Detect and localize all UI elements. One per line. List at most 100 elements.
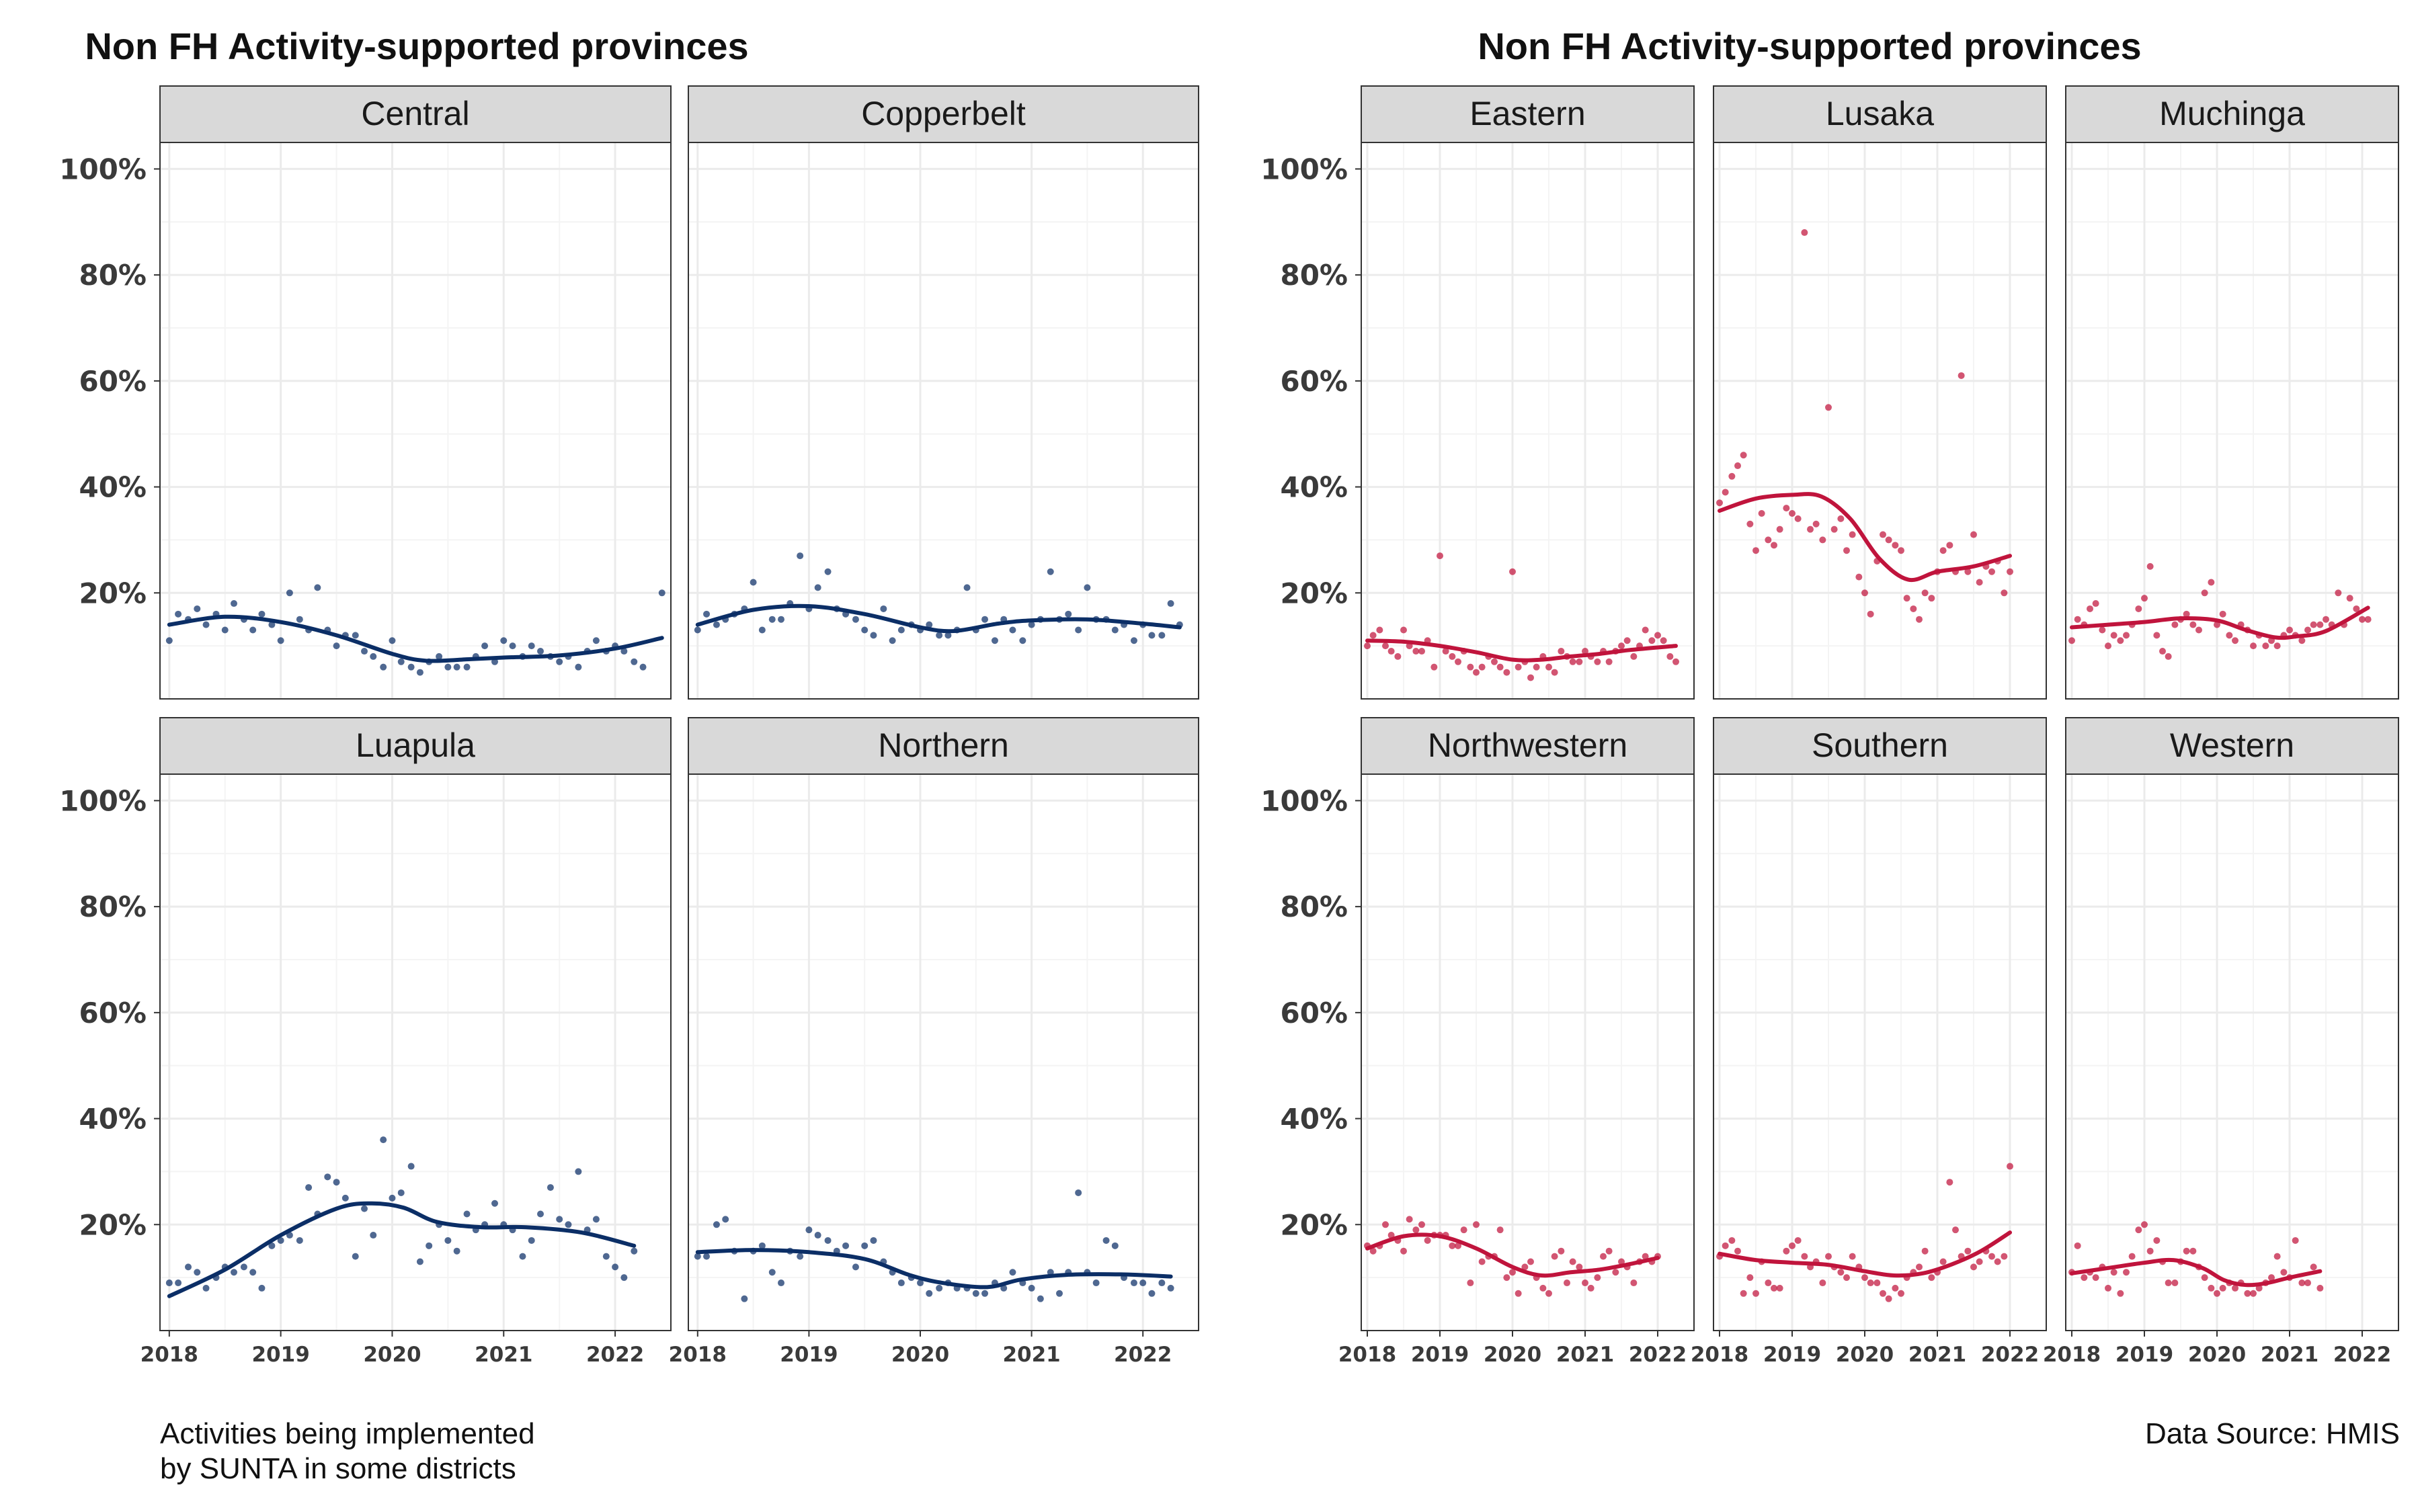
y-tick-label: 60%	[79, 365, 147, 398]
data-point	[2092, 1274, 2099, 1282]
trend-line	[695, 603, 1182, 634]
data-point	[778, 616, 784, 623]
data-point	[352, 632, 359, 639]
facet-strip-label: Eastern	[1469, 95, 1585, 132]
data-point	[519, 1253, 526, 1260]
x-tick-label: 2022	[586, 1343, 644, 1367]
data-point	[1509, 1269, 1516, 1276]
data-point	[1771, 1284, 1777, 1292]
data-point	[1130, 637, 1137, 644]
panel-background	[160, 142, 671, 699]
data-point	[314, 584, 321, 591]
panel-background	[2066, 142, 2398, 699]
data-point	[416, 669, 424, 676]
data-point	[592, 637, 600, 644]
data-point	[1028, 621, 1035, 628]
data-point	[1660, 637, 1667, 644]
x-tick-label: 2021	[475, 1343, 532, 1367]
data-point	[750, 579, 757, 586]
data-point	[2268, 1274, 2275, 1282]
facet-eastern: Eastern 20% 40% 60% 80% 100%	[1260, 85, 1695, 700]
data-point	[2135, 605, 2142, 612]
footer-data-source: Data Source: HMIS	[2145, 1417, 2400, 1450]
data-point	[1382, 1221, 1389, 1228]
y-tick-label: 40%	[79, 471, 147, 504]
data-point	[194, 1269, 201, 1276]
data-point	[268, 1242, 276, 1249]
data-point	[1594, 1274, 1601, 1282]
data-point	[1958, 372, 1965, 379]
data-point	[1861, 1274, 1868, 1282]
data-point	[1460, 1226, 1467, 1234]
data-point	[249, 1269, 257, 1276]
data-point	[703, 1253, 711, 1260]
data-point	[1885, 536, 1892, 544]
x-tick-label: 2019	[780, 1343, 838, 1367]
data-point	[2273, 642, 2281, 650]
facet-strip-label: Copperbelt	[861, 95, 1026, 132]
data-point	[2171, 1279, 2179, 1287]
data-point	[1400, 1247, 1407, 1255]
data-point	[1158, 1279, 1166, 1287]
data-point	[1928, 595, 1935, 602]
data-point	[536, 1210, 544, 1218]
data-point	[2117, 637, 2124, 644]
data-point	[2316, 1284, 2324, 1292]
data-point	[1801, 229, 1808, 237]
facet-strip-label: Southern	[1812, 726, 1948, 764]
data-point	[1734, 1247, 1741, 1255]
data-point	[1167, 1284, 1174, 1292]
facet-strip-label: Muchinga	[2159, 95, 2305, 132]
facet-northern: Northern 2018 2019 2020 2021 2022	[669, 717, 1199, 1367]
trend-line	[1718, 492, 2012, 583]
data-point	[2316, 621, 2324, 628]
data-point	[2219, 1284, 2226, 1292]
data-point	[1473, 1221, 1480, 1228]
data-point	[1467, 663, 1474, 671]
trend-line	[167, 1201, 637, 1298]
data-point	[1892, 1284, 1899, 1292]
data-point	[2346, 595, 2353, 602]
data-point	[2081, 1274, 2088, 1282]
data-point	[268, 621, 276, 628]
data-point	[1455, 658, 1461, 665]
panels-layer: Central 20% 40% 60% 80% 100% Copperbelt Luapula…	[59, 85, 2399, 1367]
data-point	[1964, 1247, 1972, 1255]
data-point	[1630, 653, 1638, 660]
data-point	[1551, 1253, 1558, 1260]
data-point	[1569, 1258, 1576, 1265]
data-point	[1496, 1226, 1504, 1234]
data-point	[565, 1221, 572, 1228]
chart-title-left: Non FH Activity-supported provinces	[85, 25, 748, 67]
x-tick-label: 2020	[1836, 1343, 1894, 1367]
data-point	[1885, 1295, 1892, 1302]
data-point	[1467, 1279, 1474, 1287]
facet-luapula: Luapula 20% 40% 60% 80% 100% 2018 2019 2020 2021 2…	[59, 717, 672, 1367]
data-point	[880, 605, 887, 612]
data-point	[2298, 637, 2306, 644]
data-point	[305, 1184, 313, 1191]
data-point	[963, 584, 971, 591]
data-point	[1771, 542, 1777, 549]
y-tick-label: 100%	[1260, 784, 1348, 817]
data-point	[2286, 626, 2293, 634]
data-point	[713, 621, 720, 628]
data-point	[1496, 663, 1504, 671]
data-point	[2335, 589, 2342, 597]
data-point	[1075, 626, 1082, 634]
x-tick-label: 2021	[2261, 1343, 2318, 1367]
data-point	[1594, 658, 1601, 665]
data-point	[852, 616, 859, 623]
panel-border	[1713, 773, 2047, 1331]
data-point	[2298, 1279, 2306, 1287]
data-point	[2141, 595, 2148, 602]
data-point	[2201, 589, 2208, 597]
panel-border	[2065, 773, 2399, 1331]
data-point	[2001, 589, 2008, 597]
data-point	[1092, 1279, 1100, 1287]
data-point	[1752, 1290, 1759, 1297]
data-point	[249, 626, 257, 634]
data-point	[1825, 404, 1832, 411]
data-point	[1412, 1226, 1420, 1234]
data-point	[1473, 669, 1480, 676]
